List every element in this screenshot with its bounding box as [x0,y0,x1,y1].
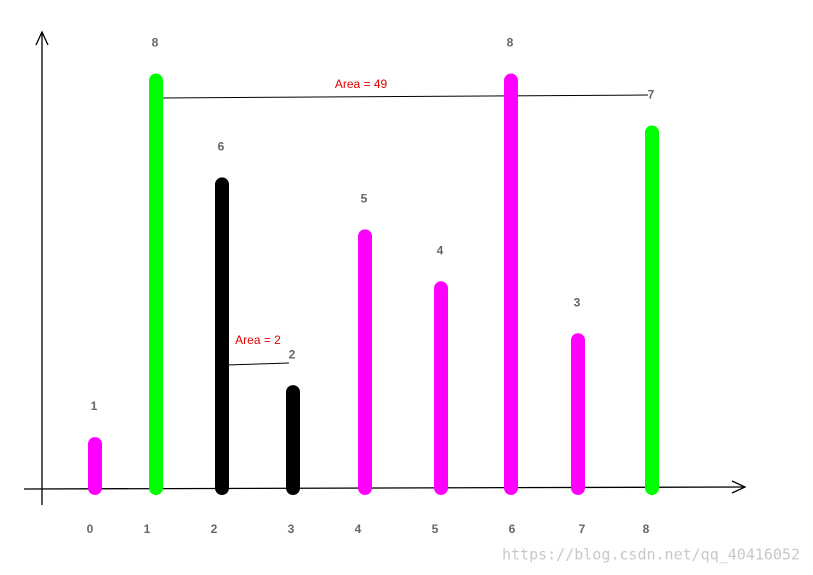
annotation: Area = 2 [235,333,281,347]
bar [358,229,372,495]
x-tick-label: 1 [144,522,151,536]
value-label: 6 [218,140,225,154]
area-line [159,94,649,99]
bar [88,437,102,495]
value-label: 2 [289,347,296,361]
bar [434,281,448,495]
value-label: 5 [361,192,368,206]
value-label: 4 [437,243,444,257]
bar [504,73,518,495]
x-tick-label: 7 [579,522,586,536]
bar [571,333,585,495]
watermark: https://blog.csdn.net/qq_40416052 [502,546,800,564]
bar [286,385,300,495]
y-axis-arrow [35,30,49,46]
bar [149,73,163,495]
x-tick-label: 3 [288,522,295,536]
value-label: 1 [91,399,98,413]
x-axis [23,486,746,490]
value-label: 3 [574,295,581,309]
bar [645,125,659,496]
x-tick-label: 6 [509,522,516,536]
x-tick-label: 2 [211,522,218,536]
value-label: 8 [152,36,159,50]
x-tick-label: 5 [432,522,439,536]
value-label: 7 [648,88,655,102]
x-tick-label: 8 [643,522,650,536]
value-label: 8 [507,36,514,50]
bar [215,177,229,495]
x-tick-label: 4 [355,522,362,536]
x-axis-arrow [731,480,747,494]
area-line [225,362,290,366]
annotation: Area = 49 [335,77,388,91]
x-tick-label: 0 [87,522,94,536]
